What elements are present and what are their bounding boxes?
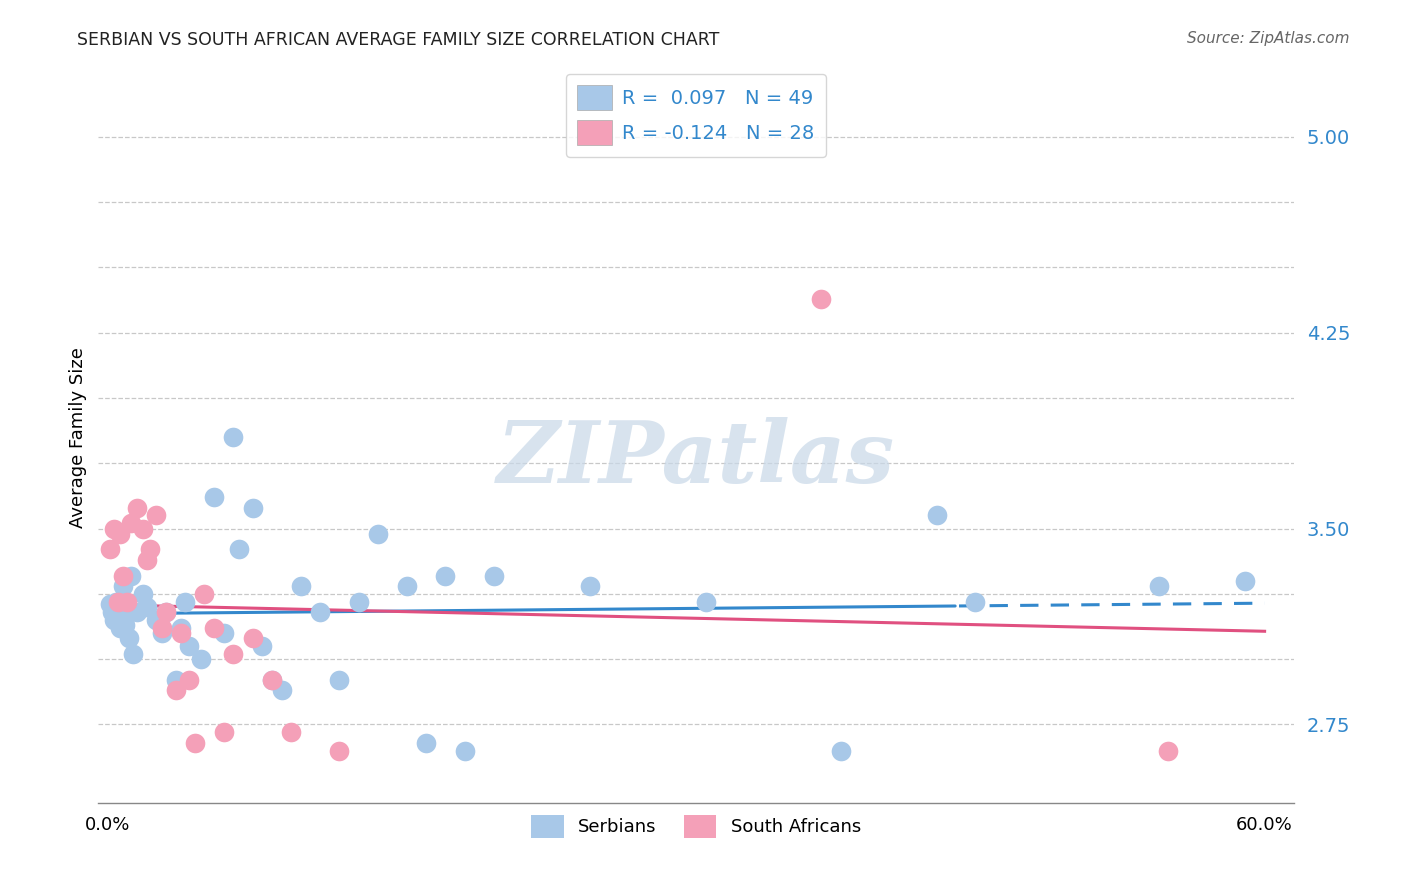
Point	[150, 626, 173, 640]
Point	[270, 683, 292, 698]
Point	[120, 568, 142, 582]
Point	[965, 594, 987, 608]
Text: Source: ZipAtlas.com: Source: ZipAtlas.com	[1187, 31, 1350, 46]
Point	[155, 605, 177, 619]
Point	[165, 673, 187, 687]
Point	[122, 647, 145, 661]
Point	[830, 743, 852, 757]
Point	[103, 522, 125, 536]
Point	[107, 602, 129, 616]
Point	[145, 613, 167, 627]
Point	[212, 725, 235, 739]
Point	[453, 743, 475, 757]
Point	[1147, 579, 1170, 593]
Point	[117, 594, 139, 608]
Point	[101, 605, 124, 619]
Point	[125, 500, 148, 515]
Point	[252, 639, 274, 653]
Point	[309, 605, 332, 619]
Point	[177, 673, 200, 687]
Point	[1234, 574, 1257, 588]
Point	[328, 673, 350, 687]
Point	[155, 605, 177, 619]
Point	[108, 621, 131, 635]
Point	[202, 490, 225, 504]
Point	[117, 599, 139, 614]
Point	[579, 579, 602, 593]
Point	[132, 587, 155, 601]
Point	[260, 673, 283, 687]
Point	[193, 587, 215, 601]
Point	[222, 430, 245, 444]
Point	[150, 621, 173, 635]
Point	[1157, 743, 1180, 757]
Point	[107, 594, 129, 608]
Point	[190, 652, 212, 666]
Point	[328, 743, 350, 757]
Point	[212, 626, 235, 640]
Point	[135, 599, 157, 614]
Point	[98, 542, 121, 557]
Point	[139, 542, 162, 557]
Point	[242, 632, 264, 646]
Y-axis label: Average Family Size: Average Family Size	[69, 347, 87, 527]
Point	[290, 579, 312, 593]
Point	[174, 594, 197, 608]
Point	[184, 736, 207, 750]
Point	[202, 621, 225, 635]
Point	[170, 621, 193, 635]
Point	[925, 508, 948, 523]
Point	[114, 618, 136, 632]
Point	[110, 610, 132, 624]
Point	[118, 632, 141, 646]
Point	[125, 605, 148, 619]
Point	[112, 579, 135, 593]
Point	[98, 597, 121, 611]
Point	[103, 613, 125, 627]
Point	[482, 568, 505, 582]
Point	[415, 736, 437, 750]
Point	[367, 526, 389, 541]
Legend: Serbians, South Africans: Serbians, South Africans	[524, 807, 868, 845]
Point	[280, 725, 302, 739]
Point	[810, 292, 832, 306]
Point	[165, 683, 187, 698]
Text: ZIPatlas: ZIPatlas	[496, 417, 896, 500]
Point	[108, 526, 131, 541]
Point	[120, 516, 142, 531]
Point	[228, 542, 250, 557]
Point	[104, 594, 127, 608]
Point	[132, 522, 155, 536]
Point	[242, 500, 264, 515]
Point	[170, 626, 193, 640]
Text: SERBIAN VS SOUTH AFRICAN AVERAGE FAMILY SIZE CORRELATION CHART: SERBIAN VS SOUTH AFRICAN AVERAGE FAMILY …	[77, 31, 720, 49]
Point	[347, 594, 370, 608]
Point	[177, 639, 200, 653]
Point	[260, 673, 283, 687]
Point	[434, 568, 457, 582]
Point	[695, 594, 717, 608]
Point	[145, 508, 167, 523]
Point	[112, 568, 135, 582]
Point	[222, 647, 245, 661]
Point	[135, 553, 157, 567]
Point	[395, 579, 418, 593]
